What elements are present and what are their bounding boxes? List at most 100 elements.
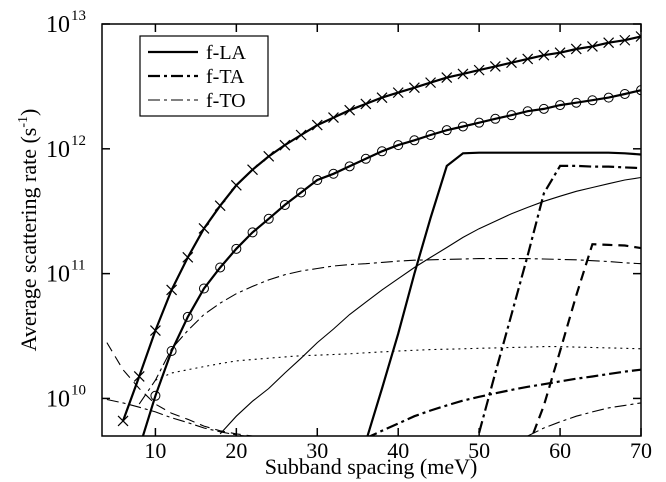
marker-circle <box>135 444 144 453</box>
marker-x <box>392 87 404 99</box>
marker-circle <box>441 125 452 136</box>
series-line <box>106 398 249 436</box>
y-tick-exponent: 10 <box>71 382 86 398</box>
y-tick-label: 10 <box>46 137 70 163</box>
marker-x <box>522 53 534 65</box>
marker-x <box>182 251 194 263</box>
y-tick-label: 10 <box>46 262 70 288</box>
marker-x <box>166 284 178 296</box>
marker-x <box>441 72 453 84</box>
marker-circle <box>198 283 209 294</box>
x-tick-label: 30 <box>306 438 328 463</box>
marker-circle <box>231 243 242 254</box>
marker-circle <box>166 345 177 356</box>
marker-circle <box>636 85 641 96</box>
x-tick-label: 40 <box>387 438 409 463</box>
plot-area <box>106 31 641 453</box>
y-axis-label-text: Average scattering rate (s <box>16 128 41 352</box>
legend-label: f-LA <box>206 42 247 64</box>
marker-x <box>360 98 372 110</box>
series-line <box>106 342 257 436</box>
y-tick-exponent: 11 <box>71 258 85 274</box>
marker-circle <box>279 199 290 210</box>
y-axis-label-end: ) <box>16 109 41 116</box>
legend-label: f-TA <box>206 66 245 88</box>
marker-x <box>425 77 437 89</box>
marker-x <box>538 49 550 61</box>
marker-x <box>295 129 307 141</box>
x-tick-label: 70 <box>630 438 652 463</box>
marker-circle <box>555 100 566 111</box>
y-axis-label-exponent: -1 <box>16 116 31 128</box>
marker-circle <box>587 95 598 106</box>
marker-circle <box>150 390 161 401</box>
marker-circle <box>603 92 614 103</box>
marker-circle <box>328 168 339 179</box>
plot-frame <box>101 23 642 437</box>
marker-x <box>230 179 242 191</box>
marker-x <box>619 34 631 46</box>
series-line <box>367 368 641 436</box>
marker-circle <box>344 161 355 172</box>
marker-circle <box>409 135 420 146</box>
legend-label: f-TO <box>206 90 246 112</box>
marker-x <box>263 150 275 162</box>
marker-circle <box>312 175 323 186</box>
marker-circle <box>377 146 388 157</box>
marker-x <box>473 64 485 76</box>
marker-circle <box>506 110 517 121</box>
x-tick-label: 50 <box>468 438 490 463</box>
marker-circle <box>296 187 307 198</box>
marker-x <box>457 68 469 80</box>
marker-circle <box>490 113 501 124</box>
marker-circle <box>263 213 274 224</box>
x-tick-label: 20 <box>225 438 247 463</box>
marker-circle <box>619 88 630 99</box>
series-line <box>478 164 641 434</box>
marker-x <box>214 200 226 212</box>
series-line <box>366 151 641 436</box>
marker-circle <box>457 121 468 132</box>
marker-x <box>311 119 323 131</box>
x-tick-label: 10 <box>144 438 166 463</box>
series-line <box>531 243 641 436</box>
y-tick-label: 10 <box>46 386 70 412</box>
marker-x <box>570 43 582 55</box>
marker-circle <box>182 311 193 322</box>
series-line <box>219 176 641 435</box>
legend: f-LAf-TAf-TO <box>139 35 269 117</box>
marker-x <box>554 47 566 59</box>
marker-x <box>376 92 388 104</box>
marker-circle <box>393 140 404 151</box>
marker-x <box>344 104 356 116</box>
marker-x <box>328 112 339 123</box>
marker-x <box>506 57 517 69</box>
legend-box <box>139 35 269 117</box>
y-tick-label: 10 <box>46 12 70 38</box>
marker-x <box>408 82 420 94</box>
marker-x <box>117 415 129 427</box>
series-line <box>138 258 641 405</box>
marker-x <box>279 139 291 151</box>
y-axis-label: Average scattering rate (s-1) <box>16 109 41 352</box>
series-line <box>155 346 641 381</box>
marker-circle <box>571 97 582 108</box>
marker-x <box>635 31 641 42</box>
y-tick-exponent: 12 <box>71 133 86 149</box>
x-tick-label: 60 <box>549 438 571 463</box>
series-line <box>527 402 641 436</box>
marker-circle <box>425 130 436 141</box>
marker-circle <box>522 106 533 117</box>
marker-x <box>247 164 258 176</box>
marker-x <box>133 371 145 382</box>
series-line <box>141 89 641 436</box>
marker-circle <box>215 262 226 273</box>
marker-circle <box>538 103 549 114</box>
marker-x <box>489 61 501 72</box>
marker-circle <box>360 153 371 164</box>
marker-x <box>603 37 615 49</box>
marker-x <box>587 41 598 52</box>
marker-x <box>198 223 210 234</box>
x-axis-label: Subband spacing (meV) <box>265 454 478 479</box>
